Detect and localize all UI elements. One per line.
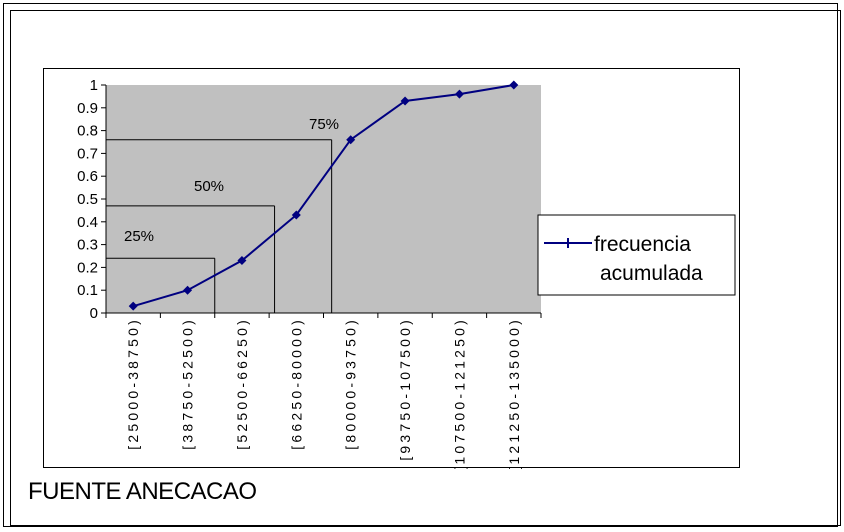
data-point xyxy=(237,256,247,266)
chart-area: 0 0.1 0.2 0.3 0.4 0.5 0.6 0.7 0.8 0.9 1 [25000-387… xyxy=(43,68,740,469)
data-point xyxy=(454,89,464,99)
y-tick-label: 0.3 xyxy=(77,237,98,254)
legend-box xyxy=(537,214,736,296)
y-tick-label: 0.1 xyxy=(77,282,98,299)
x-tick-label: [25000-38750) xyxy=(125,317,141,450)
x-tick-label: [80000-93750) xyxy=(343,317,359,450)
annotation-label: 25% xyxy=(124,228,154,245)
y-tick-label: 0 xyxy=(90,305,98,322)
x-tick-label: [66250-80000) xyxy=(288,317,304,450)
y-tick-label: 1 xyxy=(90,77,98,94)
x-tick-label: [121250-135000) xyxy=(506,317,522,469)
y-tick-label: 0.8 xyxy=(77,123,98,140)
cumulative-frequency-chart: 0 0.1 0.2 0.3 0.4 0.5 0.6 0.7 0.8 0.9 1 [25000-387… xyxy=(77,77,736,469)
y-tick-label: 0.9 xyxy=(77,100,98,117)
x-tick-label: [93750-107500) xyxy=(397,317,413,461)
source-note: FUENTE ANECACAO xyxy=(28,478,257,505)
outer-frame xyxy=(3,3,838,527)
data-point xyxy=(291,210,301,220)
x-tick-label: [38750-52500) xyxy=(180,317,196,450)
legend: frecuencia acumulada xyxy=(537,214,736,296)
legend-label-line2: acumulada xyxy=(600,262,703,285)
data-point xyxy=(183,285,193,295)
data-point xyxy=(509,80,519,90)
y-tick-label: 0.4 xyxy=(77,214,98,231)
y-tick-label: 0.6 xyxy=(77,168,98,185)
data-point xyxy=(128,301,138,311)
y-tick-label: 0.2 xyxy=(77,259,98,276)
plot-background xyxy=(106,85,541,313)
legend-label-line1: frecuencia xyxy=(594,233,691,256)
series-line xyxy=(132,84,514,308)
annotation-label: 75% xyxy=(309,116,339,133)
inner-frame xyxy=(10,10,841,526)
data-point xyxy=(400,96,410,106)
annotation-label: 50% xyxy=(194,178,224,195)
x-tick-label: [107500-121250) xyxy=(451,317,467,469)
y-tick-label: 0.5 xyxy=(77,191,98,208)
x-tick-label: [52500-66250) xyxy=(234,317,250,450)
data-point xyxy=(346,135,356,145)
y-tick-label: 0.7 xyxy=(77,145,98,162)
